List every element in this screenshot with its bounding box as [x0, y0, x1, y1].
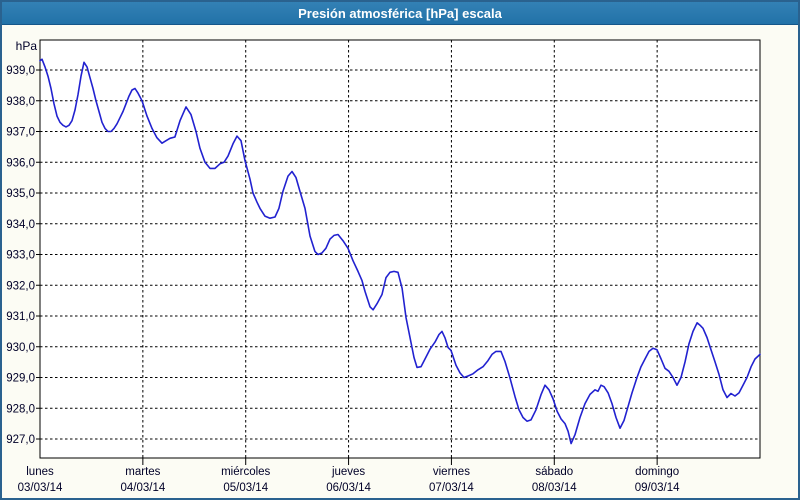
- pressure-chart: 927,0 928,0 929,0 930,0 931,0 932,0 933,0 934,0…: [6, 39, 761, 494]
- plot-border: [39, 39, 761, 459]
- y-axis-label: 933,0: [6, 250, 35, 262]
- y-axis-label: 934,0: [6, 219, 35, 231]
- y-axis-label: 931,0: [6, 311, 35, 323]
- y-axis-label: 937,0: [6, 127, 35, 139]
- x-axis-date-label: 04/03/14: [120, 482, 165, 494]
- y-axis-label: 935,0: [6, 188, 35, 200]
- chart-host: 927,0 928,0 929,0 930,0 931,0 932,0 933,0 934,0…: [2, 25, 798, 498]
- x-axis-day-label: domingo: [635, 466, 679, 478]
- x-axis-day-label: lunes: [26, 466, 54, 478]
- x-axis-date-label: 06/03/14: [326, 482, 371, 494]
- x-axis-date-label: 05/03/14: [223, 482, 268, 494]
- x-axis-date-label: 08/03/14: [532, 482, 577, 494]
- x-axis-date-label: 09/03/14: [635, 482, 680, 494]
- x-axis-day-label: martes: [125, 466, 160, 478]
- y-axis-unit-label: hPa: [16, 39, 38, 53]
- x-axis-date-label: 07/03/14: [429, 482, 474, 494]
- y-axis-label: 932,0: [6, 280, 35, 292]
- x-axis-day-label: viernes: [433, 466, 470, 478]
- x-axis-day-label: miércoles: [221, 466, 270, 478]
- x-axis-day-label: sábado: [535, 466, 573, 478]
- y-axis-label: 929,0: [6, 373, 35, 385]
- x-axis-day-label: jueves: [331, 466, 365, 478]
- y-axis-label: 927,0: [6, 434, 35, 446]
- y-axis-label: 930,0: [6, 342, 35, 354]
- plot-area: [40, 40, 760, 458]
- y-axis-label: 936,0: [6, 157, 35, 169]
- x-axis-date-label: 03/03/14: [18, 482, 63, 494]
- titlebar: Presión atmosférica [hPa] escala: [2, 2, 798, 25]
- y-axis-label: 939,0: [6, 65, 35, 77]
- y-axis-label: 938,0: [6, 96, 35, 108]
- y-axis-label: 928,0: [6, 403, 35, 415]
- pressure-series-line: [39, 58, 761, 445]
- chart-title: Presión atmosférica [hPa] escala: [298, 5, 502, 21]
